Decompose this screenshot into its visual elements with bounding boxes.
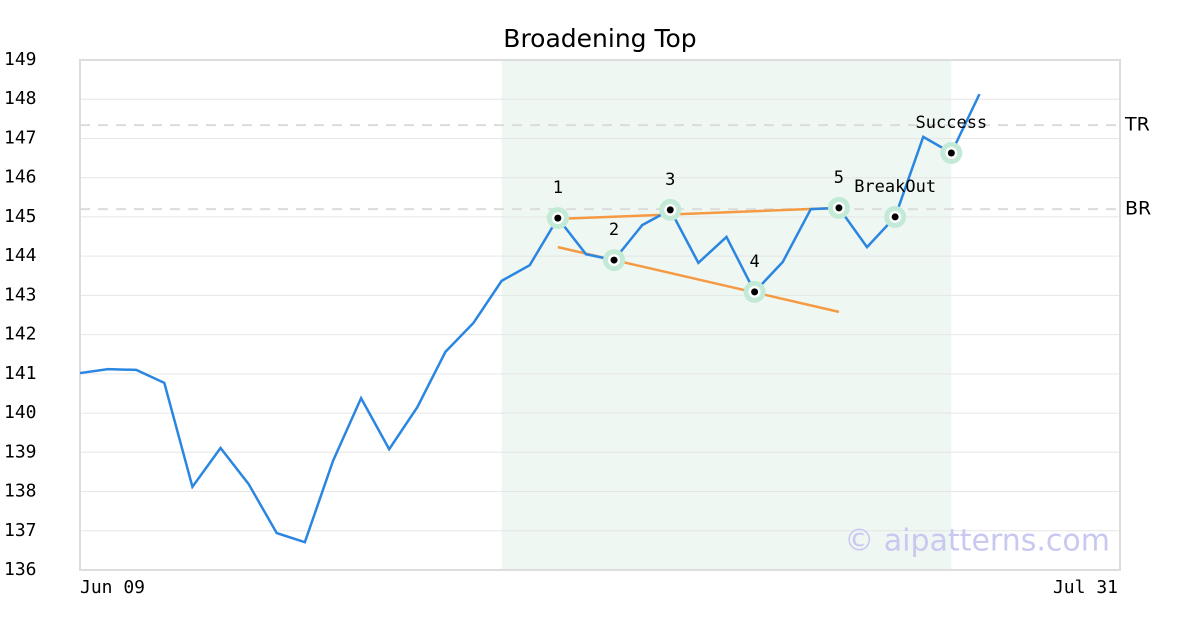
x-tick-label: Jun 09 (80, 577, 145, 598)
y-tick-label: 143 (4, 284, 37, 305)
point-center (666, 206, 674, 214)
y-tick-label: 139 (4, 441, 37, 462)
pattern-region (501, 60, 952, 570)
y-tick-label: 140 (4, 402, 37, 423)
point-label: 1 (553, 178, 563, 198)
trend-line (557, 206, 839, 221)
point-label: Success (916, 113, 988, 133)
watermark: © aipatterns.com (844, 524, 1110, 559)
point-center (835, 204, 843, 212)
point-label: 2 (609, 220, 619, 240)
y-tick-label: 141 (4, 363, 37, 384)
y-tick-label: 149 (4, 49, 37, 70)
point-center (554, 214, 562, 222)
point-label: 4 (749, 252, 759, 272)
y-tick-label: 142 (4, 324, 37, 345)
point-center (751, 288, 759, 296)
x-tick-label: Jul 31 (1053, 577, 1118, 598)
y-tick-label: 136 (4, 559, 37, 580)
point-label: 3 (665, 170, 675, 190)
y-tick-label: 146 (4, 167, 37, 188)
point-center (947, 149, 955, 157)
y-tick-label: 144 (4, 245, 37, 266)
plot-frame (79, 59, 1121, 571)
y-tick-label: 138 (4, 481, 37, 502)
point-label: 5 (834, 168, 844, 188)
level-label: TR (1124, 114, 1150, 136)
point-center (610, 256, 618, 264)
chart-title: Broadening Top (503, 24, 696, 53)
y-tick-label: 147 (4, 127, 37, 148)
y-tick-label: 148 (4, 88, 37, 109)
y-tick-label: 145 (4, 206, 37, 227)
y-tick-label: 137 (4, 520, 37, 541)
point-label: BreakOut (854, 177, 936, 197)
point-center (891, 213, 899, 221)
level-label: BR (1125, 198, 1151, 220)
